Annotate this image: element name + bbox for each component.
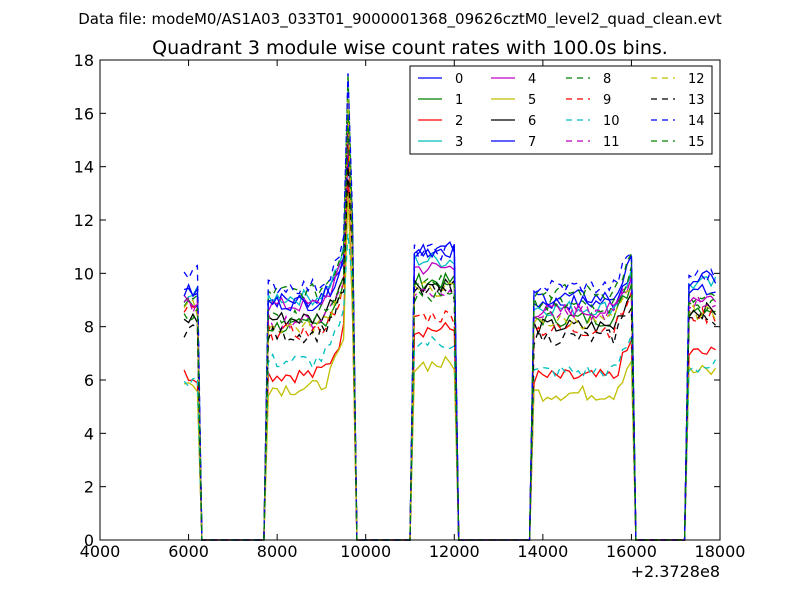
x-tick-label: 10000 bbox=[340, 542, 391, 561]
y-tick-label: 4 bbox=[84, 424, 94, 443]
series-line-3 bbox=[183, 113, 717, 541]
y-tick-label: 10 bbox=[74, 264, 94, 283]
series-line-2 bbox=[183, 179, 716, 541]
series-line-5 bbox=[183, 193, 717, 541]
series-line-10 bbox=[183, 233, 717, 541]
legend-label-2: 2 bbox=[455, 114, 463, 129]
series-line-14 bbox=[183, 73, 717, 541]
legend-label-14: 14 bbox=[688, 114, 705, 129]
legend-label-1: 1 bbox=[455, 93, 463, 108]
series-line-0 bbox=[183, 139, 716, 541]
y-tick-label: 14 bbox=[74, 158, 94, 177]
legend-label-4: 4 bbox=[528, 72, 536, 87]
legend-label-12: 12 bbox=[688, 72, 705, 87]
chart-title: Quadrant 3 module wise count rates with … bbox=[152, 37, 668, 59]
y-tick-label: 2 bbox=[84, 478, 94, 497]
legend-label-11: 11 bbox=[603, 135, 620, 150]
y-tick-label: 0 bbox=[84, 531, 94, 550]
legend-label-8: 8 bbox=[603, 72, 611, 87]
x-tick-label: 4000 bbox=[80, 542, 121, 561]
legend-label-10: 10 bbox=[603, 114, 620, 129]
y-tick-label: 12 bbox=[74, 211, 94, 230]
series-line-12 bbox=[183, 99, 717, 541]
legend-box bbox=[409, 65, 713, 155]
legend-label-9: 9 bbox=[603, 93, 611, 108]
plot-frame bbox=[99, 59, 721, 541]
plot-area bbox=[183, 73, 717, 541]
x-tick-label: 18000 bbox=[695, 542, 746, 561]
x-tick-label: 6000 bbox=[168, 542, 209, 561]
y-tick-label: 18 bbox=[74, 51, 94, 70]
x-offset-label: +2.3728e8 bbox=[631, 562, 720, 581]
axis-ticks: 4000 6000 8000 10000 12000 14000 16000 18000 0 2 4… bbox=[74, 51, 746, 561]
legend-label-7: 7 bbox=[528, 135, 536, 150]
legend-label-0: 0 bbox=[455, 72, 463, 87]
data-file-label: Data file: modeM0/AS1A03_033T01_90000013… bbox=[78, 10, 722, 29]
x-tick-label: 12000 bbox=[429, 542, 480, 561]
series-line-9 bbox=[183, 145, 717, 541]
x-tick-label: 8000 bbox=[257, 542, 298, 561]
series-line-1 bbox=[183, 126, 716, 541]
series-line-7 bbox=[183, 153, 717, 541]
legend-label-3: 3 bbox=[455, 135, 463, 150]
series-line-8 bbox=[183, 73, 716, 541]
x-tick-label: 14000 bbox=[517, 542, 568, 561]
legend-label-13: 13 bbox=[688, 93, 705, 108]
y-tick-label: 6 bbox=[84, 371, 94, 390]
x-tick-label: 16000 bbox=[606, 542, 657, 561]
legend-label-6: 6 bbox=[528, 114, 536, 129]
legend-label-5: 5 bbox=[528, 93, 536, 108]
series-line-6 bbox=[183, 131, 717, 541]
y-tick-label: 16 bbox=[74, 104, 94, 123]
legend-label-15: 15 bbox=[688, 135, 705, 150]
series-line-11 bbox=[183, 126, 716, 541]
y-tick-label: 8 bbox=[84, 318, 94, 337]
series-line-13 bbox=[183, 166, 717, 541]
series-line-15 bbox=[183, 113, 716, 541]
